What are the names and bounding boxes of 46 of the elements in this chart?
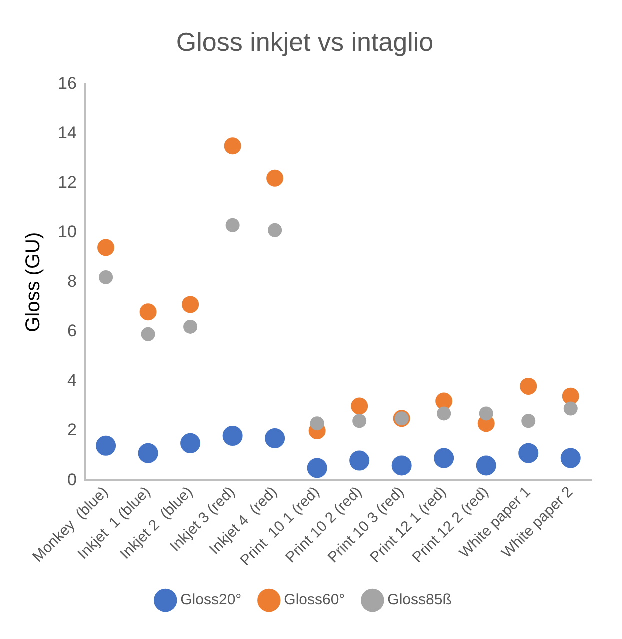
point [564,402,578,416]
point [392,456,412,476]
point [268,223,282,238]
legend-label: Gloss85ß [388,592,452,609]
point [184,320,198,334]
point [310,416,324,431]
point [307,458,328,478]
y-axis-title: Gloss (GU) [22,232,45,332]
point [141,327,156,342]
y-tick-label: 2 [67,420,77,440]
point [138,443,158,464]
point [350,450,370,471]
point [98,239,115,256]
point [226,218,240,232]
y-tick-label: 12 [58,172,77,192]
point [99,270,114,284]
y-tick-label: 0 [67,470,77,490]
point [222,426,243,446]
y-tick-label: 8 [67,272,77,292]
point [479,406,494,421]
y-tick-label: 10 [58,222,77,242]
point [518,443,539,464]
point [352,414,367,428]
y-tick-label: 14 [58,123,77,142]
point [560,448,581,468]
point [140,304,157,321]
legend-label: Gloss20° [180,592,242,609]
point [266,170,284,187]
point [265,428,286,448]
y-tick-label: 16 [58,74,77,93]
point [476,456,496,476]
y-tick-label: 4 [67,371,77,390]
point [180,433,201,454]
point [436,392,453,410]
point [224,138,242,155]
point [434,448,454,468]
y-tick-label: 6 [67,322,77,341]
chart-title: Gloss inkjet vs intaglio [176,26,434,57]
legend-label: Gloss60° [284,592,346,609]
point [437,406,452,421]
point [522,414,536,428]
point [96,436,116,456]
point [562,388,580,405]
point [520,378,538,395]
point [182,296,200,314]
point [351,398,368,415]
